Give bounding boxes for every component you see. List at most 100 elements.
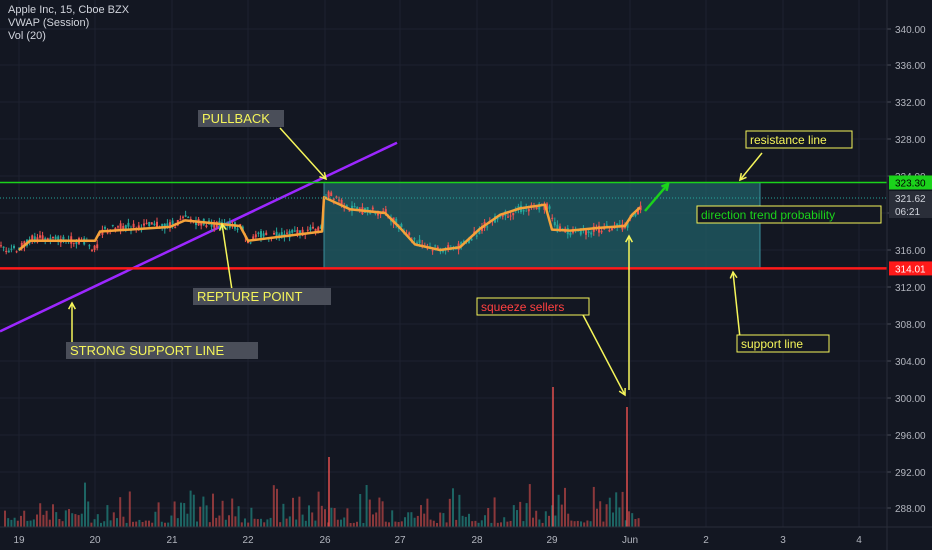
candle-body [91,249,93,251]
candle-body [96,244,99,249]
volume-bar [570,520,573,527]
volume-bar [538,519,541,527]
rupture-point-label: REPTURE POINT [197,289,303,304]
resistance-arrow-head [739,172,747,182]
last-price-tag-bg [889,191,932,206]
vwap-indicator-label[interactable]: VWAP (Session) [8,17,90,29]
candle-body [106,232,109,234]
y-tick-label: 308.00 [895,320,926,331]
volume-bar [468,513,470,527]
y-tick-label: 304.00 [895,357,926,368]
volume-bar [541,522,544,527]
candle-body [62,236,65,241]
y-tick-label: 328.00 [895,135,926,146]
volume-bar [228,515,230,527]
volume-bar [605,504,608,527]
volume-bar [160,521,163,527]
candle-body [306,229,309,231]
volume-bar [128,491,131,527]
volume-bar [148,520,150,527]
volume-bar [55,512,58,527]
candle-body [200,221,203,226]
candle-body [7,250,10,253]
volume-bar [557,494,560,527]
pullback-label-box [198,110,284,127]
volume-bar [125,522,128,527]
support-price-tag: 314.01 [895,264,926,275]
rupture-arrow-head [218,222,227,231]
volume-bar [621,491,624,527]
range-box-rect [323,181,761,269]
volume-bar [452,488,454,527]
candle-body [33,236,36,240]
volume-bar [301,514,304,527]
candle-body [626,222,629,228]
volume-spike [626,407,628,527]
squeeze-arrow [582,314,626,396]
volume-bar [359,494,362,527]
support-arrow-head [729,270,738,279]
candle-body [117,226,119,228]
candle-body [499,215,502,218]
candle-body [5,250,8,252]
candle-body [46,238,49,241]
volume-bar [324,509,326,527]
volume-bar [592,486,595,527]
volume-bar [183,503,186,527]
volume-bar [368,499,371,527]
volume-bar [461,515,464,527]
volume-bar [586,520,589,527]
volume-bar [528,484,531,527]
volume-bar [42,514,45,527]
volume-bar [39,503,42,527]
x-tick-label: 26 [319,535,331,546]
candle-body [254,234,257,238]
volume-bar [52,504,54,527]
candle-body [273,233,275,235]
volume-bar [576,520,579,527]
volume-bar [250,507,253,527]
candle-body [93,245,96,250]
volume-bar [61,521,64,527]
symbol-title[interactable]: Apple Inc, 15, Cboe BZX [8,4,130,16]
volume-bar [378,497,381,527]
candle-body [161,223,164,227]
pullback-arrow [279,127,327,180]
candle-body [252,236,255,240]
volume-bar [298,496,301,527]
volume-bar [157,502,160,527]
volume-bar [244,518,246,527]
volume-bar [346,508,349,527]
candle-body [111,224,114,226]
volume-bar [304,520,307,527]
volume-bar [4,510,6,527]
support-arrow [732,271,741,339]
volume-bar [84,482,86,527]
candle-body [348,210,351,212]
volume-indicator-label[interactable]: Vol (20) [8,30,46,42]
candle-body [330,192,333,197]
candle-body [377,213,379,216]
candle-body [156,221,158,228]
volume-bar [554,515,557,527]
volume-bar [432,520,435,527]
candle-body [41,235,44,242]
volume-bar [231,498,234,527]
volume-bar [23,510,26,527]
volume-bar [96,514,99,527]
candle-body [174,227,177,229]
resistance-line-label-box [745,130,853,149]
candle-body [579,228,582,235]
candle-body [611,228,613,230]
volume-bar [68,509,70,527]
candle-body [509,215,512,217]
volume-bar [292,497,294,527]
candle-body [293,230,296,232]
volume-bar [176,518,179,527]
volume-bar [602,521,605,527]
volume-bar [93,519,96,527]
volume-bar [612,512,614,527]
volume-bar [372,514,374,527]
vwap-path [18,196,641,252]
